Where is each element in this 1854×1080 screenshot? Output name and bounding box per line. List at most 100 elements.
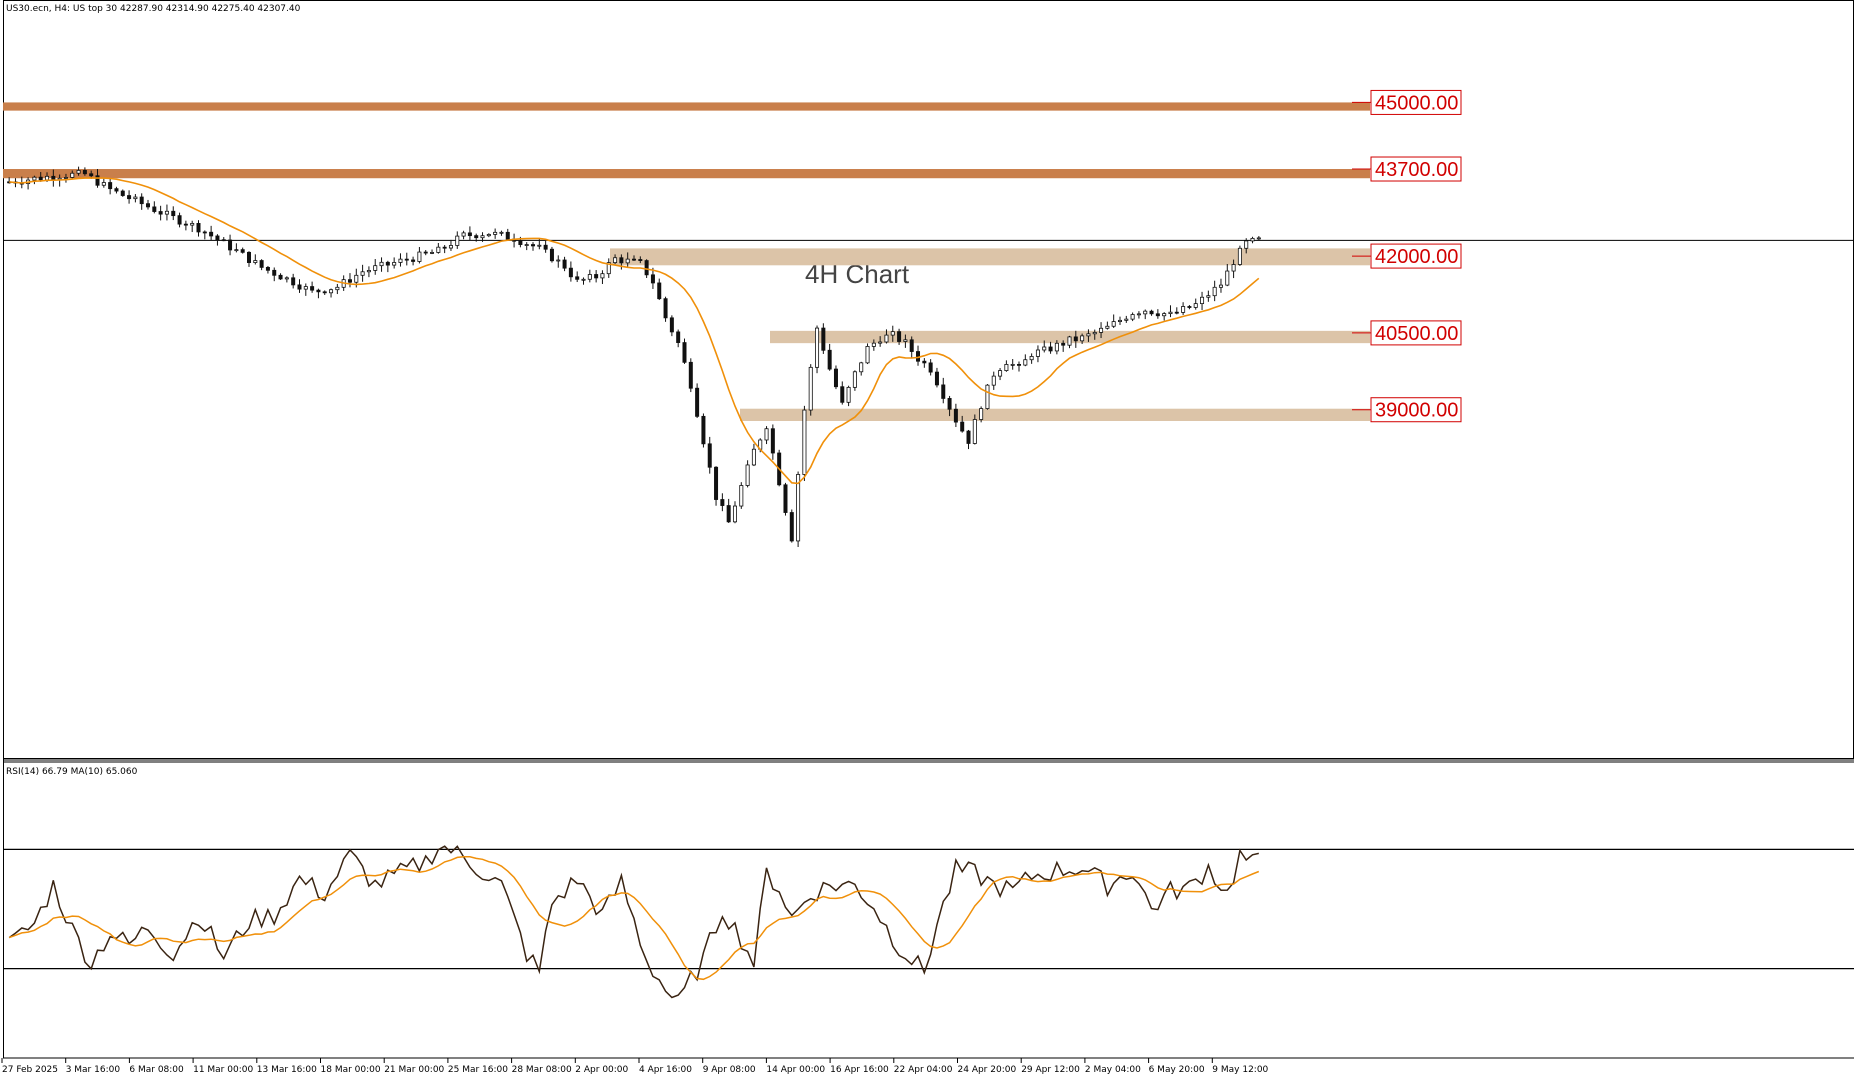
candle-body — [789, 512, 794, 542]
zone-43700.00 — [3, 169, 1370, 179]
candle-body — [928, 362, 933, 373]
candle-body — [549, 248, 554, 262]
candle-body — [581, 278, 586, 281]
level-box — [1370, 156, 1462, 182]
level-label: 45000.00 — [1375, 92, 1458, 114]
candle-body — [505, 231, 510, 240]
zone-39000.00 — [740, 408, 1370, 421]
candle-body — [802, 409, 807, 475]
candle-body — [1143, 310, 1148, 315]
candle-body — [827, 349, 832, 370]
candle-body — [707, 443, 712, 468]
candle-body — [871, 342, 876, 347]
candle-body — [1187, 306, 1192, 308]
candle-body — [335, 286, 340, 291]
candle-body — [76, 170, 81, 174]
x-tick-label: 4 Apr 16:00 — [639, 1065, 692, 1075]
x-tick-label: 18 Mar 00:00 — [321, 1065, 381, 1075]
candle-body — [127, 195, 132, 200]
candle-body — [202, 231, 207, 234]
candle-body — [1200, 296, 1205, 305]
level-label: 39000.00 — [1375, 400, 1458, 422]
candle-body — [720, 499, 725, 506]
candle-body — [953, 408, 958, 423]
price-zones — [3, 102, 1854, 421]
candle-body — [815, 327, 820, 368]
candle-body — [139, 196, 144, 205]
x-tick-label: 27 Feb 2025 — [2, 1065, 58, 1075]
candle-body — [644, 260, 649, 276]
candle-body — [960, 421, 965, 432]
candle-body — [1155, 313, 1160, 317]
candle-body — [998, 370, 1003, 377]
candle-body — [1017, 363, 1022, 366]
candle-body — [1181, 306, 1186, 313]
x-tick-label: 3 Mar 16:00 — [66, 1065, 121, 1075]
candle-body — [70, 172, 75, 178]
candle-body — [745, 464, 750, 486]
candle-body — [392, 262, 397, 266]
candle-body — [303, 286, 308, 290]
candle-body — [461, 232, 466, 237]
candle-body — [859, 362, 864, 373]
candle-body — [1086, 333, 1091, 337]
candle-body — [714, 466, 719, 500]
zone-45000.00 — [3, 102, 1370, 111]
candle-body — [101, 182, 106, 186]
candle-body — [146, 203, 151, 208]
candle-body — [158, 211, 163, 215]
candle-body — [1225, 270, 1230, 286]
candle-body — [448, 245, 453, 249]
x-tick-label: 9 Apr 08:00 — [703, 1065, 756, 1075]
candle-body — [209, 231, 214, 237]
candle-body — [808, 366, 813, 411]
candle-body — [796, 474, 801, 542]
candle-body — [695, 387, 700, 417]
x-tick-label: 29 Apr 12:00 — [1021, 1065, 1080, 1075]
candle-body — [878, 341, 883, 344]
candle-body — [682, 342, 687, 363]
candle-body — [366, 270, 371, 273]
candle-body — [972, 419, 977, 444]
candle-body — [985, 384, 990, 409]
candle-body — [190, 223, 195, 226]
candle-body — [114, 188, 119, 192]
candle-body — [379, 261, 384, 267]
candle-body — [486, 234, 491, 237]
candle-body — [852, 371, 857, 388]
candle-body — [1193, 303, 1198, 308]
candle-body — [45, 175, 50, 181]
candle-body — [600, 273, 605, 279]
candle-body — [531, 244, 536, 247]
candle-body — [354, 274, 359, 283]
candle-body — [594, 274, 599, 279]
candle-body — [455, 235, 460, 246]
candle-body — [568, 267, 573, 278]
candle-body — [228, 239, 233, 251]
candle-body — [32, 176, 37, 181]
chart-header: US30.ecn, H4: US top 30 42287.90 42314.9… — [6, 4, 301, 14]
level-label: 42000.00 — [1375, 246, 1458, 268]
candle-body — [991, 375, 996, 386]
x-tick-label: 22 Apr 04:00 — [894, 1065, 953, 1075]
candle-body — [164, 210, 169, 215]
x-tick-label: 14 Apr 00:00 — [766, 1065, 825, 1075]
time-axis-ticks: 27 Feb 2025 3 Mar 16:00 6 Mar 08:00 11 Mar … — [1, 1058, 1269, 1075]
zone-42000.00 — [610, 248, 1370, 266]
candle-body — [234, 249, 239, 252]
candle-body — [669, 317, 674, 333]
candle-body — [417, 251, 422, 262]
candle-body — [38, 176, 43, 181]
x-tick-label: 2 May 04:00 — [1085, 1065, 1141, 1075]
candle-body — [177, 215, 182, 225]
candle-body — [1004, 364, 1009, 371]
candle-body — [89, 173, 94, 177]
candle-body — [865, 346, 870, 364]
candle-body — [1035, 349, 1040, 357]
candle-body — [632, 258, 637, 261]
x-tick-label: 28 Mar 08:00 — [512, 1065, 572, 1075]
candle-body — [215, 235, 220, 241]
candle-body — [385, 261, 390, 266]
candle-body — [1105, 325, 1110, 329]
